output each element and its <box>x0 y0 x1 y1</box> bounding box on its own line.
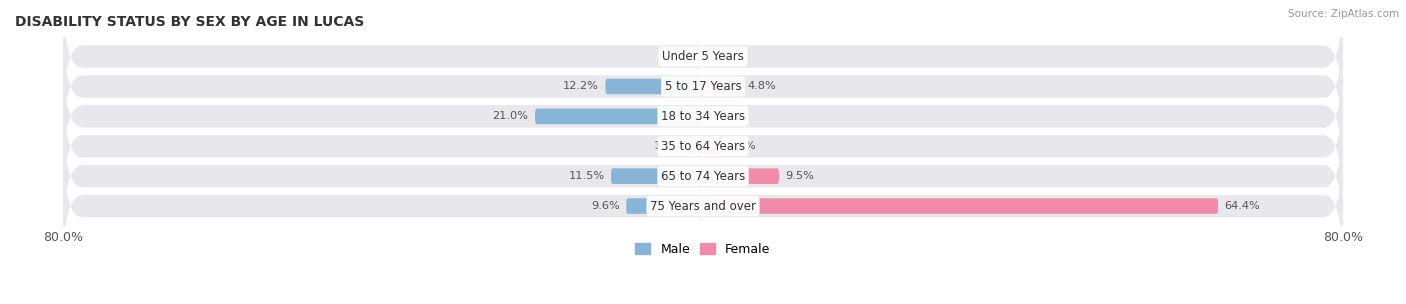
FancyBboxPatch shape <box>612 168 703 184</box>
FancyBboxPatch shape <box>63 53 1343 180</box>
Legend: Male, Female: Male, Female <box>630 238 776 261</box>
Text: 18 to 34 Years: 18 to 34 Years <box>661 110 745 123</box>
FancyBboxPatch shape <box>63 0 1343 120</box>
FancyBboxPatch shape <box>703 139 721 154</box>
FancyBboxPatch shape <box>703 198 1218 214</box>
Text: 0.0%: 0.0% <box>710 111 738 121</box>
FancyBboxPatch shape <box>63 23 1343 150</box>
FancyBboxPatch shape <box>63 112 1343 240</box>
FancyBboxPatch shape <box>606 79 703 94</box>
Text: 9.6%: 9.6% <box>591 201 620 211</box>
FancyBboxPatch shape <box>63 83 1343 210</box>
Text: 64.4%: 64.4% <box>1225 201 1260 211</box>
Text: 1.7%: 1.7% <box>654 141 683 151</box>
Text: 11.5%: 11.5% <box>568 171 605 181</box>
FancyBboxPatch shape <box>536 109 703 124</box>
FancyBboxPatch shape <box>703 168 779 184</box>
Text: 4.8%: 4.8% <box>748 81 776 92</box>
Text: 75 Years and over: 75 Years and over <box>650 199 756 212</box>
Text: 5 to 17 Years: 5 to 17 Years <box>665 80 741 93</box>
Text: 12.2%: 12.2% <box>564 81 599 92</box>
Text: 0.0%: 0.0% <box>710 52 738 61</box>
Text: Source: ZipAtlas.com: Source: ZipAtlas.com <box>1288 9 1399 19</box>
FancyBboxPatch shape <box>689 139 703 154</box>
Text: 65 to 74 Years: 65 to 74 Years <box>661 170 745 183</box>
Text: 2.2%: 2.2% <box>727 141 755 151</box>
Text: 21.0%: 21.0% <box>492 111 529 121</box>
Text: 9.5%: 9.5% <box>786 171 814 181</box>
Text: Under 5 Years: Under 5 Years <box>662 50 744 63</box>
FancyBboxPatch shape <box>63 143 1343 270</box>
FancyBboxPatch shape <box>703 79 741 94</box>
Text: DISABILITY STATUS BY SEX BY AGE IN LUCAS: DISABILITY STATUS BY SEX BY AGE IN LUCAS <box>15 15 364 29</box>
FancyBboxPatch shape <box>626 198 703 214</box>
Text: 0.0%: 0.0% <box>668 52 696 61</box>
Text: 35 to 64 Years: 35 to 64 Years <box>661 140 745 153</box>
